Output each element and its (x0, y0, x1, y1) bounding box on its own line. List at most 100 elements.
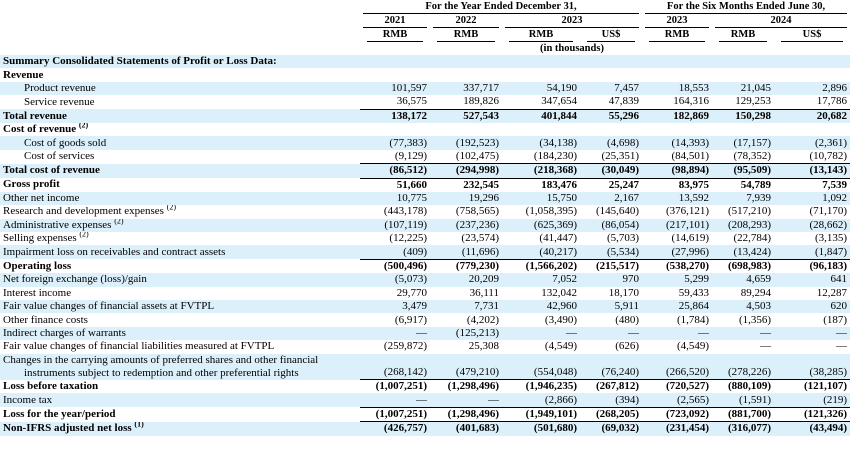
year: 2023 (645, 14, 710, 28)
value-cell: 25,864 (642, 300, 713, 314)
value-cell: 970 (580, 273, 643, 287)
header-row: (in thousands) (0, 42, 850, 55)
value-cell (430, 123, 502, 136)
value-cell: — (360, 326, 430, 341)
value-cell: 401,844 (502, 108, 580, 123)
value-cell: 17,786 (816, 95, 848, 108)
value-cell: 29,770 (396, 286, 427, 299)
value-cell: — (774, 326, 850, 341)
footnote: (1) (134, 421, 144, 429)
label-text: Loss before taxation (3, 380, 99, 393)
table-row: Total cost of revenue (86,512) (294,998) (2… (0, 163, 850, 179)
table-row: Product revenue 101,597 337,717 54,190 7,457… (0, 81, 850, 96)
value-cell: (22,784) (733, 232, 772, 245)
value-cell: (1,949,101) (502, 406, 580, 422)
value-cell (774, 55, 850, 69)
value-cell: 54,789 (712, 177, 775, 192)
value-cell: (71,170) (809, 205, 848, 218)
value-cell: (479,210) (430, 353, 502, 380)
row-label: Product revenue (0, 81, 360, 96)
label-text: Cost of revenue (3, 123, 77, 136)
value-cell (774, 123, 850, 136)
row-label: Total revenue (0, 109, 360, 123)
value-cell: (409) (360, 245, 430, 260)
value-cell: (266,520) (642, 353, 713, 380)
value-cell: 182,869 (642, 108, 713, 123)
footnote: (2) (78, 122, 89, 130)
value-cell: (23,574) (461, 232, 499, 245)
row-label: Gross profit (0, 178, 360, 192)
value-cell: (1,007,251) (360, 406, 430, 422)
header-row: RMB RMB RMB US$ RMB RMB US$ (0, 28, 850, 42)
table-row: Revenue (0, 68, 850, 81)
table-row: Non-IFRS adjusted net loss (1) (426,757)(… (0, 421, 850, 436)
value-cell (712, 123, 774, 136)
table-row: Indirect charges of warrants — (125,213) — —… (0, 326, 850, 341)
currency: RMB (649, 28, 706, 42)
value-cell: (5,703) (606, 232, 640, 245)
value-cell: (219) (774, 393, 850, 408)
table-row: Changes in the carrying amounts of prefe… (0, 353, 850, 380)
row-label: Interest income (0, 287, 360, 300)
value-cell: 42,960 (502, 300, 580, 314)
label-text: Summary Consolidated Statements of Profi… (3, 55, 277, 68)
year: 2021 (363, 14, 427, 28)
value-cell: 13,592 (642, 191, 713, 206)
row-label: Loss for the year/period (0, 407, 360, 421)
value-cell: (9,129) (394, 149, 427, 162)
value-cell: 7,539 (774, 177, 850, 192)
value-cell: (125,213) (430, 326, 502, 341)
table-row: Loss for the year/period (1,007,251) (1,29… (0, 406, 850, 422)
row-label: Research and development expenses (2) (0, 205, 360, 218)
value-cell: (501,680) (502, 421, 580, 436)
value-cell: (267,812) (580, 379, 643, 394)
footnote: (2) (79, 232, 89, 239)
currency-cell: US$ (774, 28, 850, 42)
value-cell: 89,294 (740, 286, 772, 299)
value-cell: — (430, 393, 502, 408)
row-label: Service revenue (0, 95, 360, 109)
value-cell: 25,308 (468, 340, 499, 353)
label-text: Revenue (3, 68, 44, 81)
value-cell: — (360, 393, 430, 408)
label-text: Changes in the carrying amounts of prefe… (3, 353, 319, 366)
value-cell: (1,946,235) (502, 379, 580, 394)
table-row: Total revenue 138,172 527,543 401,844 55,296… (0, 108, 850, 123)
header-row: 2021 2022 2023 2023 2024 (0, 14, 850, 28)
value-cell: — (642, 326, 713, 341)
value-cell (430, 55, 502, 69)
value-cell: 150,298 (712, 108, 775, 123)
value-cell: (1,356) (738, 313, 772, 326)
value-cell: 19,296 (430, 191, 502, 206)
row-label: Fair value changes of financial liabilit… (0, 340, 360, 353)
value-cell: (5,073) (360, 273, 430, 287)
currency-cell: RMB (430, 28, 502, 42)
value-cell: (84,501) (671, 149, 710, 162)
row-label: Changes in the carrying amounts of prefe… (0, 353, 360, 380)
footnote: (2) (166, 205, 177, 212)
label-text: Income tax (3, 393, 53, 406)
value-cell: (259,872) (383, 340, 427, 353)
value-cell: (76,240) (580, 353, 643, 380)
value-cell: (698,983) (712, 258, 775, 274)
table-row: Net foreign exchange (loss)/gain (5,073) 2… (0, 273, 850, 287)
value-cell (360, 123, 430, 136)
value-cell: 7,457 (580, 81, 643, 96)
unit: (in thousands) (540, 43, 604, 54)
table-row: Research and development expenses (2) (44… (0, 205, 850, 218)
row-label: Summary Consolidated Statements of Profi… (0, 55, 360, 69)
table-row: Operating loss (500,496) (779,230) (1,566,2… (0, 258, 850, 274)
label-text: Interest income (3, 286, 72, 299)
value-cell: 5,911 (580, 300, 643, 314)
header-row: For the Year Ended December 31, For the … (0, 0, 850, 14)
row-label: Total cost of revenue (0, 163, 360, 179)
value-cell: (121,107) (774, 379, 850, 394)
value-cell: (278,226) (712, 353, 775, 380)
value-cell: 12,287 (816, 286, 848, 299)
value-cell: (14,393) (642, 136, 713, 150)
value-cell: 5,299 (642, 273, 713, 287)
value-cell: (426,757) (360, 421, 430, 436)
value-cell: (3,135) (814, 232, 848, 245)
currency-cell: RMB (712, 28, 774, 42)
